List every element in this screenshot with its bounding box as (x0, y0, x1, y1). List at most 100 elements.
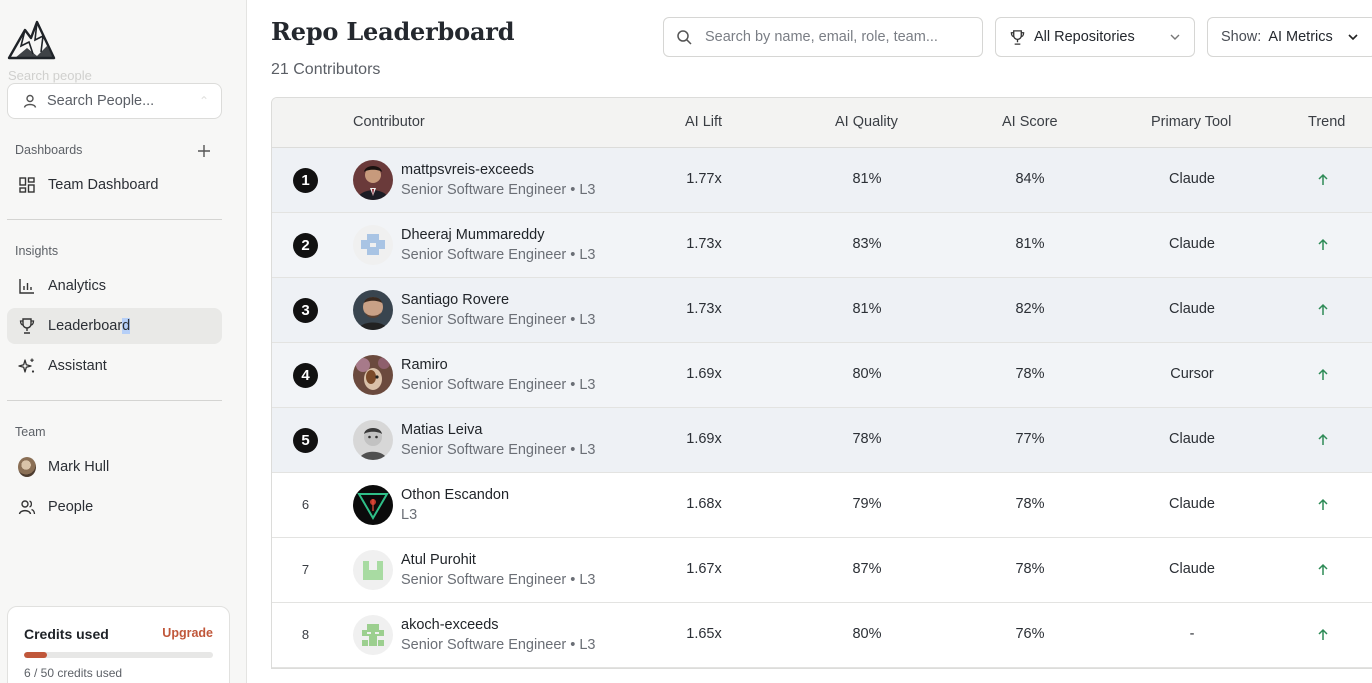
dashboards-heading: Dashboards (15, 143, 83, 157)
primary-tool-value: Claude (1169, 236, 1215, 252)
contributor-count: 21 Contributors (271, 61, 381, 78)
contributor-name[interactable]: Atul Purohit (401, 552, 476, 568)
column-header-contributor[interactable]: Contributor (353, 114, 425, 130)
dashboard-grid-icon (18, 176, 36, 194)
avatar (353, 485, 393, 525)
column-header-ai-quality[interactable]: AI Quality (835, 114, 898, 130)
contributor-role: Senior Software Engineer • L3 (401, 247, 596, 263)
column-header-primary-tool[interactable]: Primary Tool (1151, 114, 1232, 130)
ghost-search-label: Search people (8, 68, 92, 83)
contributor-name[interactable]: Ramiro (401, 357, 448, 373)
table-header: Contributor AI Lift AI Quality AI Score … (272, 98, 1372, 148)
search-icon (676, 29, 693, 46)
ai-quality-value: 79% (852, 496, 882, 512)
leaderboard-table: Contributor AI Lift AI Quality AI Score … (271, 97, 1372, 669)
avatar (353, 355, 393, 395)
trend-up-arrow-icon (1318, 238, 1328, 250)
people-search-input[interactable]: Search People... ⌃ (7, 83, 222, 119)
ai-lift-value: 1.69x (686, 366, 722, 382)
trend-up-arrow-icon (1318, 368, 1328, 380)
ai-score-value: 78% (1015, 366, 1045, 382)
table-row[interactable]: 6 Othon Escandon L3 1.68x 79% 78% Claude (272, 473, 1372, 538)
nav-user-name: Mark Hull (48, 459, 110, 475)
ai-quality-value: 78% (852, 431, 882, 447)
trend-up-arrow-icon (1318, 173, 1328, 185)
primary-tool-value: Claude (1169, 301, 1215, 317)
ai-score-value: 84% (1015, 171, 1045, 187)
table-row[interactable]: 5 Matias Leiva Senior Software Engineer … (272, 408, 1372, 473)
ai-quality-value: 80% (852, 626, 882, 642)
avatar (353, 615, 393, 655)
upgrade-link[interactable]: Upgrade (162, 626, 213, 640)
table-row[interactable]: 7 Atul Purohit Senior Software Engineer … (272, 538, 1372, 603)
nav-team-dashboard[interactable]: Team Dashboard (7, 167, 222, 203)
table-row[interactable]: 2 Dheeraj Mummareddy Senior Software Eng… (272, 213, 1372, 278)
repository-filter-select[interactable]: All Repositories (995, 17, 1195, 57)
ai-lift-value: 1.77x (686, 171, 722, 187)
contributor-role: Senior Software Engineer • L3 (401, 377, 596, 393)
rank-number: 6 (301, 497, 310, 512)
table-row[interactable]: 1 mattpsvreis-exceeds Senior Software En… (272, 148, 1372, 213)
ai-score-value: 76% (1015, 626, 1045, 642)
repository-filter-value: All Repositories (1034, 29, 1135, 45)
contributor-name[interactable]: mattpsvreis-exceeds (401, 162, 534, 178)
column-header-ai-lift[interactable]: AI Lift (685, 114, 723, 130)
credits-progress-fill (24, 652, 47, 658)
contributor-role: Senior Software Engineer • L3 (401, 572, 596, 588)
sidebar-divider (7, 400, 222, 401)
trend-up-arrow-icon (1318, 498, 1328, 510)
user-icon (22, 93, 38, 109)
sparkles-icon (18, 357, 36, 375)
ai-score-value: 78% (1015, 561, 1045, 577)
show-label: Show: (1221, 29, 1262, 45)
metrics-show-select[interactable]: Show: AI Metrics (1207, 17, 1372, 57)
ai-quality-value: 80% (852, 366, 882, 382)
nav-assistant[interactable]: Assistant (7, 348, 222, 384)
mountain-logo-icon[interactable] (7, 16, 56, 62)
ai-quality-value: 81% (852, 301, 882, 317)
contributor-search-input[interactable] (705, 29, 965, 45)
contributor-name[interactable]: Santiago Rovere (401, 292, 510, 308)
avatar (353, 290, 393, 330)
contributor-name[interactable]: akoch-exceeds (401, 617, 499, 633)
nav-assistant-label: Assistant (48, 358, 107, 374)
nav-people[interactable]: People (7, 489, 222, 525)
nav-analytics-label: Analytics (48, 278, 107, 294)
contributor-search[interactable] (663, 17, 983, 57)
contributor-role: Senior Software Engineer • L3 (401, 442, 596, 458)
column-header-trend[interactable]: Trend (1308, 114, 1346, 130)
nav-analytics[interactable]: Analytics (7, 268, 222, 304)
avatar (18, 457, 36, 477)
ai-quality-value: 83% (852, 236, 882, 252)
nav-user-profile[interactable]: Mark Hull (7, 449, 222, 485)
contributor-name[interactable]: Othon Escandon (401, 487, 510, 503)
insights-heading: Insights (15, 244, 59, 258)
table-row[interactable]: 8 akoch-exceeds Senior Software Engineer… (272, 603, 1372, 668)
credits-title: Credits used (24, 626, 109, 642)
contributor-name[interactable]: Dheeraj Mummareddy (401, 227, 545, 243)
text-selection-highlight: d (122, 318, 131, 334)
users-icon (18, 498, 36, 516)
ai-lift-value: 1.65x (686, 626, 722, 642)
primary-tool-value: Claude (1169, 171, 1215, 187)
ai-quality-value: 81% (852, 171, 882, 187)
rank-number: 8 (301, 627, 310, 642)
ai-lift-value: 1.73x (686, 301, 722, 317)
rank-badge: 2 (293, 233, 318, 258)
nav-team-dashboard-label: Team Dashboard (48, 177, 159, 193)
column-header-ai-score[interactable]: AI Score (1002, 114, 1058, 130)
ai-score-value: 82% (1015, 301, 1045, 317)
rank-badge: 5 (293, 428, 318, 453)
table-row[interactable]: 3 Santiago Rovere Senior Software Engine… (272, 278, 1372, 343)
trophy-icon (1009, 29, 1026, 46)
ai-score-value: 78% (1015, 496, 1045, 512)
people-search-placeholder: Search People... (47, 93, 155, 109)
nav-leaderboard[interactable]: Leaderboard (7, 308, 222, 344)
contributor-name[interactable]: Matias Leiva (401, 422, 483, 438)
ai-lift-value: 1.69x (686, 431, 722, 447)
chevron-down-icon (1170, 34, 1180, 40)
table-row[interactable]: 4 Ramiro Senior Software Engineer • L3 1… (272, 343, 1372, 408)
add-dashboard-icon[interactable] (196, 143, 212, 159)
page-title: Repo Leaderboard (271, 17, 515, 46)
avatar (353, 225, 393, 265)
